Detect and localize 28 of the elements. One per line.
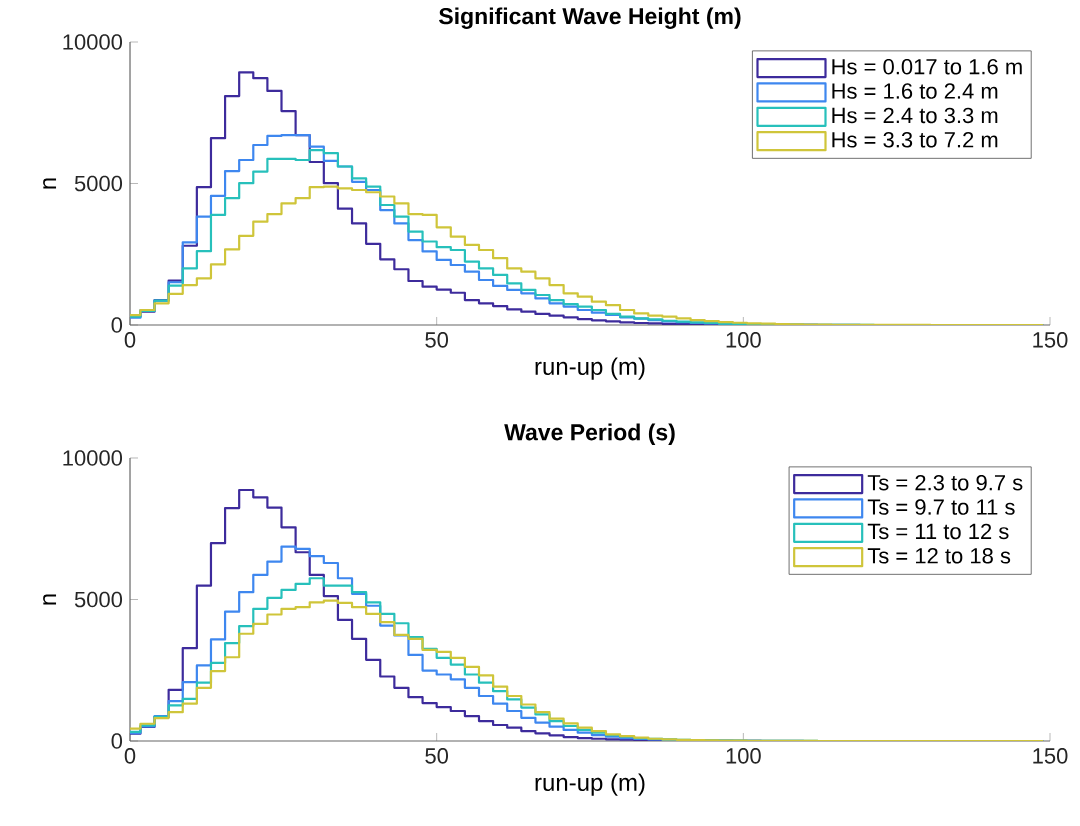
x-tick-label: 50 [425, 748, 449, 764]
legend-label: Ts = 12 to 18 s [867, 548, 1011, 564]
y-tick-label: 5000 [74, 591, 123, 608]
x-tick-label: 150 [1033, 332, 1068, 348]
y-axis-title: n [43, 178, 57, 189]
legend-label: Hs = 0.017 to 1.6 m [832, 58, 1022, 75]
y-tick-label: 0 [111, 317, 123, 333]
y-tick-label: 10000 [63, 34, 123, 50]
x-tick-label: 100 [726, 748, 761, 764]
x-tick-label: 50 [425, 332, 449, 348]
legend-label: Hs = 1.6 to 2.4 m [832, 83, 998, 99]
x-tick-label: 0 [124, 332, 136, 348]
legend-label: Hs = 2.4 to 3.3 m [832, 107, 998, 124]
x-axis-title: run-up (m) [535, 773, 645, 796]
x-axis-title: run-up (m) [535, 357, 645, 380]
legend-label: Ts = 9.7 to 11 s [867, 499, 1015, 515]
legend-label: Hs = 3.3 to 7.2 m [832, 131, 998, 148]
x-tick-label: 150 [1033, 748, 1068, 764]
chart-title: Wave Period (s) [504, 423, 675, 445]
chart-title: Significant Wave Height (m) [439, 7, 741, 29]
y-tick-label: 0 [111, 733, 123, 749]
x-tick-label: 0 [124, 748, 136, 764]
y-tick-label: 5000 [74, 175, 123, 192]
y-tick-label: 10000 [63, 450, 123, 466]
y-axis-title: n [43, 594, 57, 605]
x-tick-label: 100 [726, 332, 761, 348]
legend-label: Ts = 11 to 12 s [867, 523, 1009, 540]
legend-label: Ts = 2.3 to 9.7 s [867, 474, 1023, 491]
